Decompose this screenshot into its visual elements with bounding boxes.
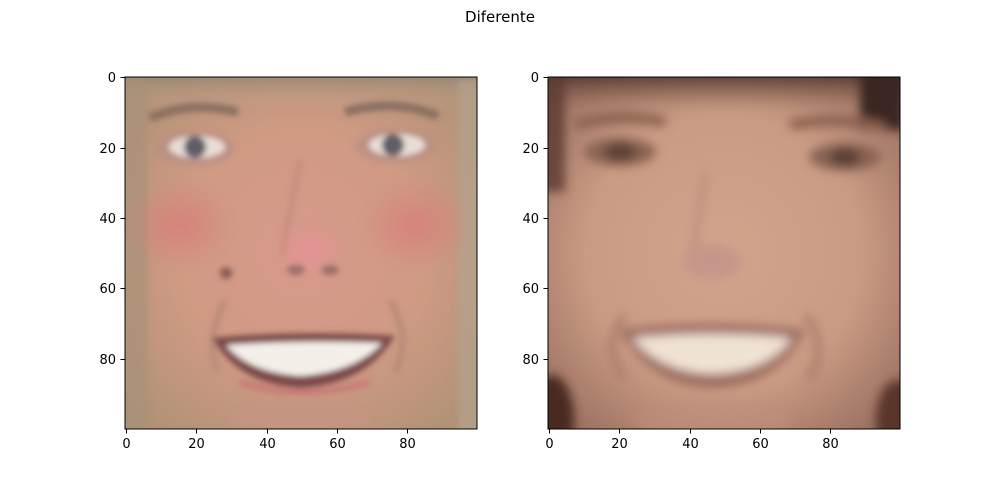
- face-photo-left: [125, 77, 477, 429]
- y-tick-label: 60: [99, 282, 116, 297]
- face-photo-right: [548, 77, 900, 429]
- y-axis-right: 0 20 40 60 80: [522, 71, 548, 368]
- image-panel-left: 0 20 40 60 80 0 20 40 60 80: [99, 71, 478, 452]
- x-tick-label: 0: [545, 437, 553, 452]
- x-tick-label: 60: [329, 437, 346, 452]
- axes-frame-left: [124, 76, 478, 430]
- x-tick-label: 80: [822, 437, 839, 452]
- y-tick-label: 20: [522, 142, 539, 157]
- y-tick-label: 40: [522, 212, 539, 227]
- y-tick-label: 0: [108, 71, 116, 86]
- x-tick-label: 20: [188, 437, 205, 452]
- y-tick-label: 60: [522, 282, 539, 297]
- x-axis-right: 0 20 40 60 80: [545, 429, 839, 452]
- x-tick-label: 60: [752, 437, 769, 452]
- y-tick-label: 80: [522, 353, 539, 368]
- y-tick-label: 20: [99, 142, 116, 157]
- axes-frame-right: [547, 76, 901, 430]
- x-tick-label: 20: [611, 437, 628, 452]
- x-tick-label: 40: [259, 437, 276, 452]
- y-tick-label: 40: [99, 212, 116, 227]
- y-tick-label: 0: [531, 71, 539, 86]
- x-tick-label: 40: [682, 437, 699, 452]
- y-tick-label: 80: [99, 353, 116, 368]
- x-axis-left: 0 20 40 60 80: [122, 429, 416, 452]
- x-tick-label: 80: [399, 437, 416, 452]
- y-axis-left: 0 20 40 60 80: [99, 71, 125, 368]
- figure-title: Diferente: [465, 8, 535, 26]
- image-panel-right: 0 20 40 60 80 0 20 40 60 80: [522, 71, 901, 452]
- x-tick-label: 0: [122, 437, 130, 452]
